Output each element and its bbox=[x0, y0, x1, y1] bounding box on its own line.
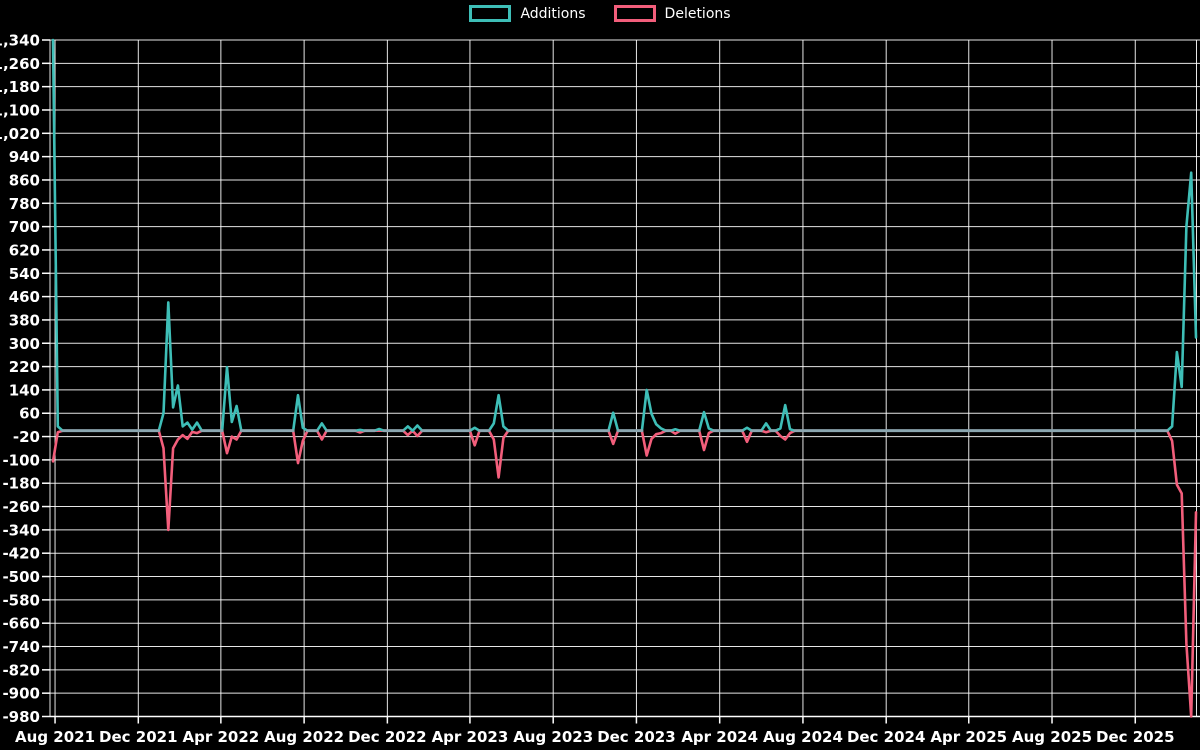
y-tick-label: 620 bbox=[9, 241, 40, 259]
y-tick-label: 1,340 bbox=[0, 32, 40, 50]
y-tick-label: 380 bbox=[9, 311, 40, 329]
y-tick-label: -260 bbox=[2, 498, 40, 516]
y-tick-label: 1,260 bbox=[0, 55, 40, 73]
x-tick-label: Dec 2022 bbox=[348, 728, 427, 746]
y-tick-label: -660 bbox=[2, 615, 40, 633]
x-tick-label: Apr 2023 bbox=[432, 728, 509, 746]
x-tick-label: Aug 2025 bbox=[1012, 728, 1092, 746]
y-tick-label: 460 bbox=[9, 288, 40, 306]
deletions-line bbox=[51, 429, 1198, 718]
additions-line bbox=[51, 38, 1198, 433]
x-tick-label: Dec 2021 bbox=[99, 728, 178, 746]
legend-item-additions[interactable]: Additions bbox=[469, 5, 586, 22]
y-tick-label: 60 bbox=[19, 405, 40, 423]
y-tick-label: -740 bbox=[2, 638, 40, 656]
y-tick-label: -500 bbox=[2, 568, 40, 586]
y-tick-label: 300 bbox=[9, 335, 40, 353]
y-tick-label: 860 bbox=[9, 171, 40, 189]
y-tick-label: -900 bbox=[2, 685, 40, 703]
chart-legend: Additions Deletions bbox=[0, 5, 1200, 22]
legend-label-deletions: Deletions bbox=[664, 5, 731, 22]
x-tick-label: Aug 2021 bbox=[15, 728, 95, 746]
y-tick-label: 540 bbox=[9, 265, 40, 283]
y-tick-label: -980 bbox=[2, 708, 40, 726]
y-tick-label: -420 bbox=[2, 545, 40, 563]
x-tick-label: Dec 2023 bbox=[597, 728, 676, 746]
y-tick-label: -580 bbox=[2, 591, 40, 609]
x-tick-label: Apr 2022 bbox=[183, 728, 260, 746]
deletions-swatch-icon bbox=[613, 5, 656, 22]
y-tick-label: 940 bbox=[9, 148, 40, 166]
y-tick-label: -20 bbox=[13, 428, 40, 446]
y-tick-label: -820 bbox=[2, 661, 40, 679]
y-tick-label: 1,020 bbox=[0, 125, 40, 143]
additions-swatch-icon bbox=[469, 5, 512, 22]
y-tick-label: 1,180 bbox=[0, 78, 40, 96]
y-tick-label: 140 bbox=[9, 381, 40, 399]
y-tick-label: -340 bbox=[2, 521, 40, 539]
y-tick-label: -100 bbox=[2, 451, 40, 469]
x-tick-label: Dec 2024 bbox=[847, 728, 926, 746]
y-tick-label: -180 bbox=[2, 475, 40, 493]
x-tick-label: Apr 2025 bbox=[930, 728, 1007, 746]
y-tick-label: 780 bbox=[9, 195, 40, 213]
y-tick-label: 220 bbox=[9, 358, 40, 376]
legend-item-deletions[interactable]: Deletions bbox=[613, 5, 731, 22]
x-tick-label: Aug 2024 bbox=[763, 728, 843, 746]
y-tick-label: 1,100 bbox=[0, 101, 40, 119]
x-tick-label: Dec 2025 bbox=[1096, 728, 1175, 746]
y-tick-label: 700 bbox=[9, 218, 40, 236]
legend-label-additions: Additions bbox=[520, 5, 586, 22]
x-tick-label: Aug 2023 bbox=[513, 728, 593, 746]
x-tick-label: Aug 2022 bbox=[264, 728, 344, 746]
x-tick-label: Apr 2024 bbox=[681, 728, 758, 746]
